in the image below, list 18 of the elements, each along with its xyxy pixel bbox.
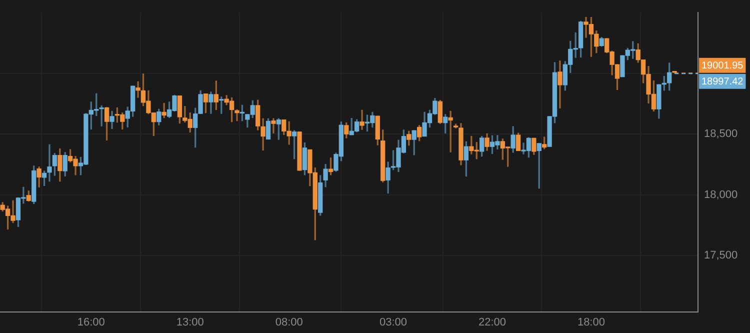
x-tick-label: 22:00 — [478, 316, 506, 329]
candlestick — [99, 105, 104, 126]
candlestick — [360, 110, 364, 130]
ref-line-label: 18997.42 — [702, 76, 744, 88]
candlestick — [271, 118, 276, 134]
candlestick — [47, 144, 52, 182]
x-tick-label: 08:00 — [275, 316, 303, 329]
ref-line-label: 19001.95 — [702, 60, 744, 72]
x-tick-label: 13:00 — [176, 316, 204, 329]
x-tick-label: 16:00 — [77, 316, 105, 329]
candlestick — [136, 81, 140, 98]
candlestick — [448, 110, 453, 152]
y-tick-label: 18,000 — [704, 188, 738, 201]
x-tick-label: 03:00 — [380, 316, 408, 329]
candlestick — [234, 109, 240, 122]
y-tick-label: 18,500 — [704, 128, 738, 140]
x-tick-label: 18:00 — [577, 316, 605, 329]
y-tick-label: 17,500 — [704, 250, 738, 262]
